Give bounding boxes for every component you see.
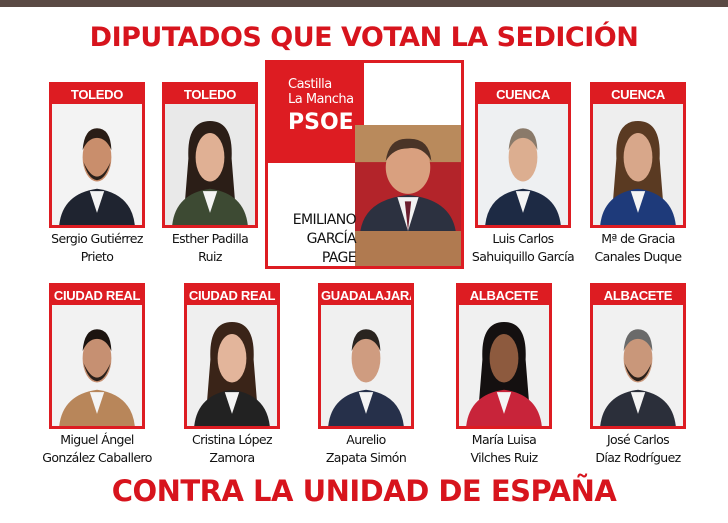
name-line: EMILIANO: [292, 212, 357, 228]
deputy-card: GUADALAJARA: [318, 283, 414, 429]
deputy-name: Esther Padilla Ruiz: [140, 230, 280, 266]
top-border: [0, 0, 728, 7]
deputy-card: ALBACETE: [456, 283, 552, 429]
logo-region: Castilla La Mancha: [288, 77, 354, 107]
province-label: ALBACETE: [603, 288, 673, 303]
deputy-card: CUENCA: [475, 82, 571, 228]
featured-photo: [355, 125, 461, 266]
deputy-photo: [478, 104, 568, 225]
name-line: Ruiz: [198, 249, 222, 264]
deputy-name: Cristina López Zamora: [162, 431, 302, 467]
deputy-photo: [187, 305, 277, 426]
name-line: GARCÍA: [306, 231, 357, 247]
deputy-name: Mª de Gracia Canales Duque: [568, 230, 708, 266]
deputy-name: José Carlos Díaz Rodríguez: [568, 431, 708, 467]
deputy-photo: [321, 305, 411, 426]
deputy-photo: [593, 305, 683, 426]
name-line: Aurelio: [346, 432, 386, 447]
deputy-card: TOLEDO: [49, 82, 145, 228]
province-label: CUENCA: [611, 87, 665, 102]
name-line: María Luisa: [471, 432, 537, 447]
logo-line: Castilla: [288, 77, 332, 92]
deputy-photo: [52, 305, 142, 426]
deputy-photo: [593, 104, 683, 225]
name-line: José Carlos: [606, 432, 670, 447]
province-label: ALBACETE: [469, 288, 539, 303]
deputy-photo: [459, 305, 549, 426]
deputy-card: CIUDAD REAL: [49, 283, 145, 429]
deputy-name: Luis Carlos Sahuiquillo García: [453, 230, 593, 266]
logo-line: La Mancha: [288, 92, 354, 107]
province-label: CIUDAD REAL: [188, 288, 276, 303]
featured-name: EMILIANO GARCÍA PAGE: [274, 211, 357, 268]
name-line: Zapata Simón: [325, 450, 407, 465]
deputy-name: Sergio Gutiérrez Prieto: [27, 230, 167, 266]
name-line: Díaz Rodríguez: [595, 450, 681, 465]
name-line: Vilches Ruiz: [470, 450, 538, 465]
province-label: GUADALAJARA: [321, 288, 411, 303]
deputy-card: ALBACETE: [590, 283, 686, 429]
deputy-photo: [52, 104, 142, 225]
headline-top: DIPUTADOS QUE VOTAN LA SEDICIÓN: [89, 22, 639, 53]
deputy-name: Miguel Ángel González Caballero: [27, 431, 167, 467]
province-label: CIUDAD REAL: [53, 288, 141, 303]
deputy-card: CIUDAD REAL: [184, 283, 280, 429]
name-line: Canales Duque: [594, 249, 683, 264]
name-line: Esther Padilla: [171, 231, 249, 246]
name-line: Cristina López: [192, 432, 273, 447]
province-label: TOLEDO: [183, 87, 237, 102]
name-line: Prieto: [80, 249, 114, 264]
name-line: González Caballero: [42, 450, 152, 465]
logo-block: [268, 63, 364, 163]
headline-bottom: CONTRA LA UNIDAD DE ESPAÑA: [111, 474, 617, 508]
logo-brand: PSOE: [288, 110, 354, 135]
name-line: Miguel Ángel: [60, 432, 134, 447]
name-line: Zamora: [209, 450, 255, 465]
deputy-name: María Luisa Vilches Ruiz: [434, 431, 574, 467]
deputy-card: TOLEDO: [162, 82, 258, 228]
deputy-card: CUENCA: [590, 82, 686, 228]
deputy-photo: [165, 104, 255, 225]
province-label: TOLEDO: [70, 87, 124, 102]
name-line: PAGE: [321, 250, 357, 266]
province-label: CUENCA: [496, 87, 550, 102]
deputy-name: Aurelio Zapata Simón: [296, 431, 436, 467]
name-line: Mª de Gracia: [601, 231, 675, 246]
name-line: Sahuiquillo García: [471, 249, 575, 264]
name-line: Sergio Gutiérrez: [51, 231, 143, 246]
featured-card: Castilla La Mancha PSOE EMILIANO GARCÍA PAG…: [265, 60, 464, 269]
name-line: Luis Carlos: [492, 231, 554, 246]
